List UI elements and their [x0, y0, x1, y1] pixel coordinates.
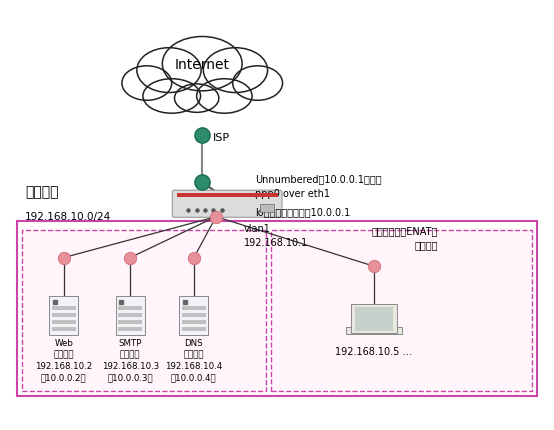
Text: ルーター: ルーター	[25, 184, 58, 198]
Bar	[118, 313, 142, 317]
Bar	[182, 320, 206, 324]
Bar	[182, 307, 206, 310]
Text: vlan1
192.168.10.1: vlan1 192.168.10.1	[244, 224, 308, 248]
Bar	[52, 327, 76, 331]
Text: Internet: Internet	[175, 58, 230, 71]
Text: 192.168.10.5 …: 192.168.10.5 …	[335, 346, 413, 356]
Bar	[49, 297, 78, 335]
Bar	[271, 230, 532, 391]
Bar	[355, 307, 393, 331]
Ellipse shape	[197, 80, 252, 114]
Ellipse shape	[175, 85, 219, 113]
Bar	[52, 307, 76, 310]
Text: ISP: ISP	[213, 132, 230, 143]
Bar	[182, 327, 206, 331]
Text: SMTP
サーバー
192.168.10.3
（10.0.0.3）: SMTP サーバー 192.168.10.3 （10.0.0.3）	[101, 338, 159, 382]
Ellipse shape	[203, 49, 268, 93]
Ellipse shape	[143, 80, 201, 114]
Ellipse shape	[233, 67, 283, 101]
Bar	[17, 221, 537, 396]
Ellipse shape	[137, 49, 201, 93]
Bar	[118, 327, 142, 331]
Text: 192.168.10.0/24: 192.168.10.0/24	[25, 212, 111, 221]
Bar	[179, 297, 208, 335]
Bar	[52, 320, 76, 324]
Bar	[260, 205, 274, 213]
FancyBboxPatch shape	[351, 304, 397, 334]
Bar	[116, 297, 145, 335]
Bar	[22, 230, 266, 391]
Text: Web
サーバー
192.168.10.2
（10.0.0.2）: Web サーバー 192.168.10.2 （10.0.0.2）	[35, 338, 93, 382]
Bar	[52, 313, 76, 317]
FancyBboxPatch shape	[172, 191, 282, 218]
Bar	[346, 327, 402, 335]
Text: ダイナミックENAT用
アドレス: ダイナミックENAT用 アドレス	[371, 226, 438, 250]
Bar	[177, 194, 278, 198]
Text: Unnumbered（10.0.0.1借用）
ppp0 over eth1: Unnumbered（10.0.0.1借用） ppp0 over eth1	[255, 174, 382, 198]
Bar	[182, 313, 206, 317]
Ellipse shape	[162, 37, 242, 92]
Bar	[118, 307, 142, 310]
Text: DNS
サーバー
192.168.10.4
（10.0.0.4）: DNS サーバー 192.168.10.4 （10.0.0.4）	[165, 338, 223, 382]
Text: lo（ループバック）10.0.0.1: lo（ループバック）10.0.0.1	[255, 206, 350, 217]
Ellipse shape	[122, 67, 172, 101]
Bar	[118, 320, 142, 324]
